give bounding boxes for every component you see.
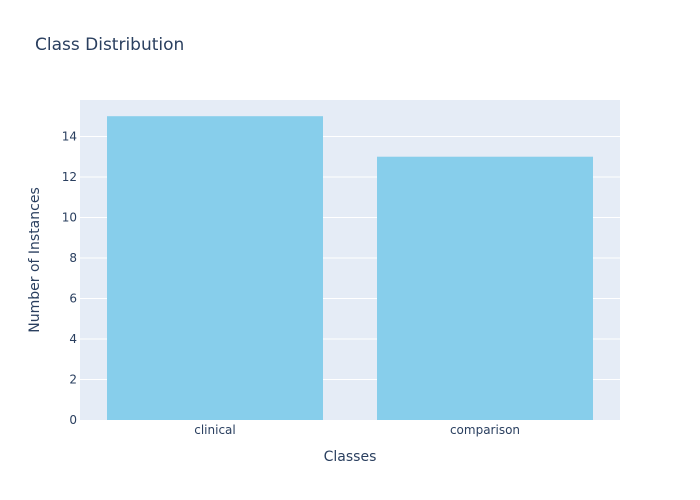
y-tick-label: 4 — [69, 332, 77, 346]
y-axis-ticks: 0 2 4 6 8 10 12 14 — [62, 129, 77, 427]
y-tick-label: 10 — [62, 210, 77, 224]
bars — [107, 116, 593, 421]
x-tick-label-clinical: clinical — [194, 423, 236, 437]
y-tick-label: 14 — [62, 129, 77, 143]
bar-clinical[interactable] — [107, 116, 323, 421]
y-tick-label: 2 — [69, 372, 77, 386]
y-axis-title: Number of Instances — [27, 187, 43, 332]
x-tick-label-comparison: comparison — [450, 423, 520, 437]
y-tick-label: 8 — [69, 251, 77, 265]
x-axis-ticks: clinical comparison — [194, 423, 520, 437]
chart-title: Class Distribution — [35, 35, 184, 55]
y-tick-label: 12 — [62, 170, 77, 184]
y-tick-label: 6 — [69, 291, 77, 305]
y-tick-label: 0 — [69, 413, 77, 427]
bar-comparison[interactable] — [377, 156, 593, 420]
x-axis-title: Classes — [324, 449, 377, 465]
